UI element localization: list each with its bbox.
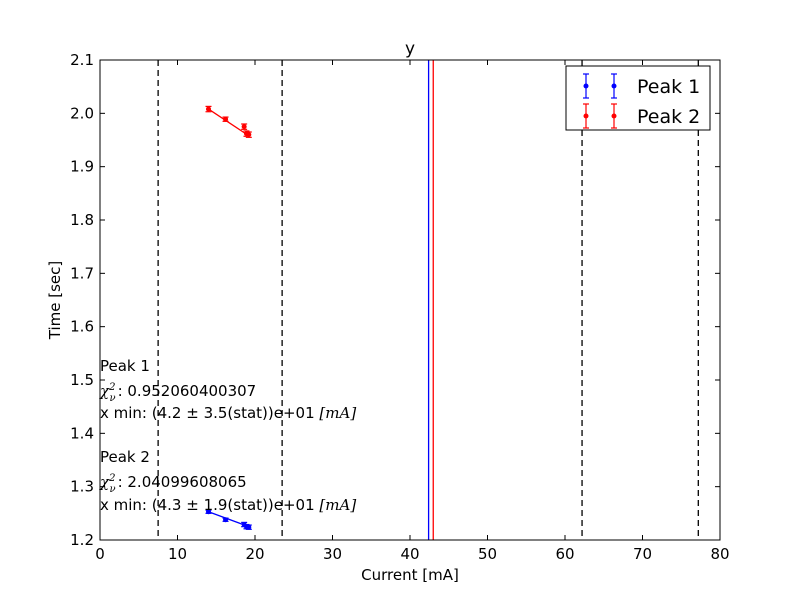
y-tick-label: 1.3 xyxy=(70,478,94,496)
x-axis-label: Current [mA] xyxy=(361,566,459,584)
annotation-title: Peak 2 xyxy=(100,448,150,466)
legend-marker xyxy=(611,113,617,119)
y-tick-label: 1.6 xyxy=(70,318,94,336)
x-tick-label: 50 xyxy=(478,545,497,563)
legend-label: Peak 2 xyxy=(637,106,700,128)
legend-marker xyxy=(583,83,589,89)
x-tick-label: 0 xyxy=(95,545,105,563)
axis-ticks: 0 10 20 30 40 50 60 70 80 1.2 1.3 1.4 1.5 1.6 1.7 1.8 1.… xyxy=(70,51,729,563)
annotation-chi2: χ2 ν: 2.04099608065 xyxy=(99,473,247,495)
y-tick-label: 1.2 xyxy=(70,531,94,549)
legend-box xyxy=(565,65,711,131)
legend-marker xyxy=(611,83,617,89)
data-point xyxy=(223,116,229,122)
reference-lines xyxy=(157,60,699,540)
x-tick-label: 70 xyxy=(633,545,652,563)
annotation-x-min: x min: (4.2 ± 3.5(stat))e+01 [mA] xyxy=(100,404,356,422)
annotation-chi2: χ2 ν: 0.952060400307 xyxy=(99,382,256,404)
x-tick-label: 60 xyxy=(555,545,574,563)
legend-label: Peak 1 xyxy=(637,76,700,98)
legend-marker xyxy=(583,113,589,119)
fit-line xyxy=(208,108,250,137)
data-point xyxy=(246,132,252,138)
annotation-title: Peak 1 xyxy=(100,357,150,375)
y-tick-label: 1.4 xyxy=(70,424,94,442)
y-axis-label: Time [sec] xyxy=(46,261,64,340)
y-tick-label: 1.5 xyxy=(70,371,94,389)
legend-entry: Peak 1 xyxy=(583,73,700,99)
x-tick-label: 40 xyxy=(400,545,419,563)
plot-area xyxy=(99,59,721,541)
y-tick-label: 1.8 xyxy=(70,211,94,229)
x-tick-label: 30 xyxy=(323,545,342,563)
x-tick-label: 20 xyxy=(245,545,264,563)
series-peak-1 xyxy=(205,509,252,530)
x-tick-label: 10 xyxy=(168,545,187,563)
y-tick-label: 2.0 xyxy=(70,104,94,122)
data-layer xyxy=(205,105,252,530)
data-point xyxy=(223,517,229,523)
data-point xyxy=(206,106,211,112)
y-tick-label: 1.7 xyxy=(70,264,94,282)
data-point xyxy=(206,509,211,515)
annotation-x-min: x min: (4.3 ± 1.9(stat))e+01 [mA] xyxy=(100,496,356,514)
data-point xyxy=(246,524,252,530)
legend: Peak 1 Peak 2 xyxy=(565,65,711,131)
legend-entry: Peak 2 xyxy=(583,103,700,129)
y-tick-label: 2.1 xyxy=(70,51,94,69)
y-tick-label: 1.9 xyxy=(70,158,94,176)
x-tick-label: 80 xyxy=(710,545,729,563)
data-point xyxy=(241,124,247,130)
chart-title: y xyxy=(405,39,415,59)
series-peak-2 xyxy=(205,105,252,138)
